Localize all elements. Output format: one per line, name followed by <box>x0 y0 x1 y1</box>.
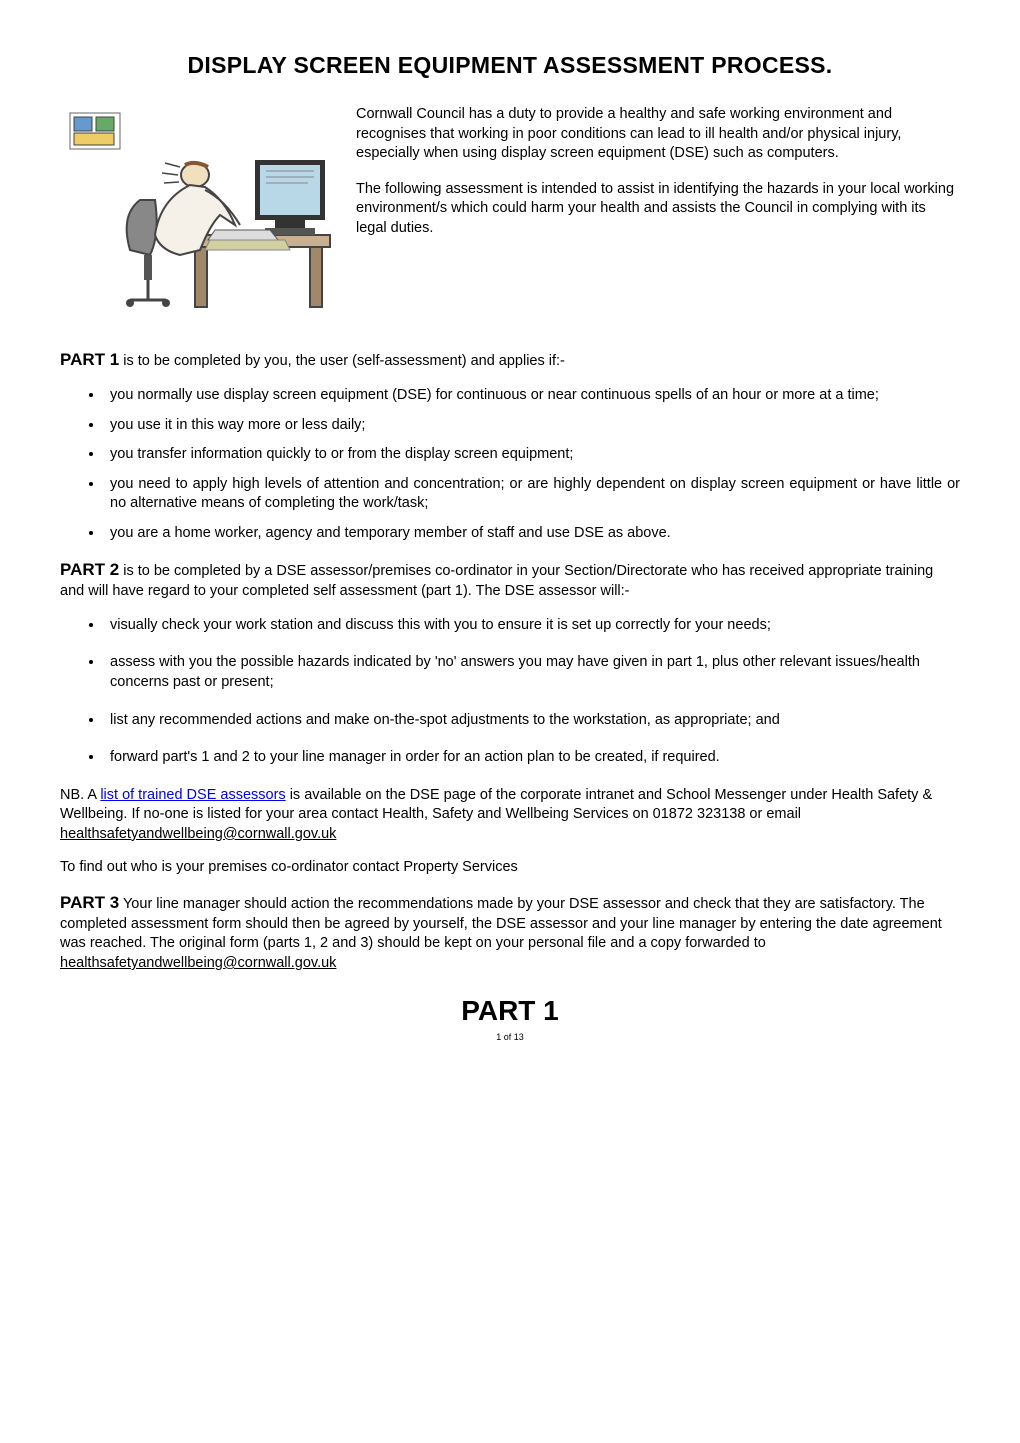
premises-line: To find out who is your premises co-ordi… <box>60 858 960 878</box>
dse-illustration <box>60 105 340 325</box>
part2-bullets: visually check your work station and dis… <box>60 616 960 768</box>
part2-lead: PART 2 is to be completed by a DSE asses… <box>60 559 960 602</box>
page-number: 1 of 13 <box>60 1031 960 1043</box>
intro-block: Cornwall Council has a duty to provide a… <box>60 105 960 325</box>
intro-paragraph-1: Cornwall Council has a duty to provide a… <box>356 105 960 164</box>
list-item: forward part's 1 and 2 to your line mana… <box>104 748 960 768</box>
list-item: visually check your work station and dis… <box>104 616 960 636</box>
part3-body: Your line manager should action the reco… <box>60 896 942 952</box>
list-item: you normally use display screen equipmen… <box>104 386 960 406</box>
page-title: DISPLAY SCREEN EQUIPMENT ASSESSMENT PROC… <box>60 50 960 81</box>
email-link-1[interactable]: healthsafetyandwellbeing@cornwall.gov.uk <box>60 826 336 842</box>
intro-text: Cornwall Council has a duty to provide a… <box>356 105 960 254</box>
list-item: you are a home worker, agency and tempor… <box>104 524 960 544</box>
intro-paragraph-2: The following assessment is intended to … <box>356 180 960 239</box>
list-item: you use it in this way more or less dail… <box>104 416 960 436</box>
part3-label: PART 3 <box>60 893 119 912</box>
part2-label: PART 2 <box>60 560 119 579</box>
part1-footer-heading: PART 1 <box>60 992 960 1030</box>
email-link-2[interactable]: healthsafetyandwellbeing@cornwall.gov.uk <box>60 955 336 971</box>
part1-lead: PART 1 is to be completed by you, the us… <box>60 349 960 372</box>
list-item: list any recommended actions and make on… <box>104 711 960 731</box>
part3-paragraph: PART 3 Your line manager should action t… <box>60 892 960 974</box>
part2-lead-text: is to be completed by a DSE assessor/pre… <box>60 563 933 599</box>
list-item: you need to apply high levels of attenti… <box>104 475 960 514</box>
list-item: assess with you the possible hazards ind… <box>104 653 960 692</box>
dse-assessors-link[interactable]: list of trained DSE assessors <box>100 787 285 803</box>
part1-label: PART 1 <box>60 350 119 369</box>
nb-paragraph: NB. A list of trained DSE assessors is a… <box>60 786 960 845</box>
part1-bullets: you normally use display screen equipmen… <box>60 386 960 543</box>
list-item: you transfer information quickly to or f… <box>104 445 960 465</box>
nb-prefix: NB. A <box>60 787 100 803</box>
part1-lead-text: is to be completed by you, the user (sel… <box>119 353 565 369</box>
